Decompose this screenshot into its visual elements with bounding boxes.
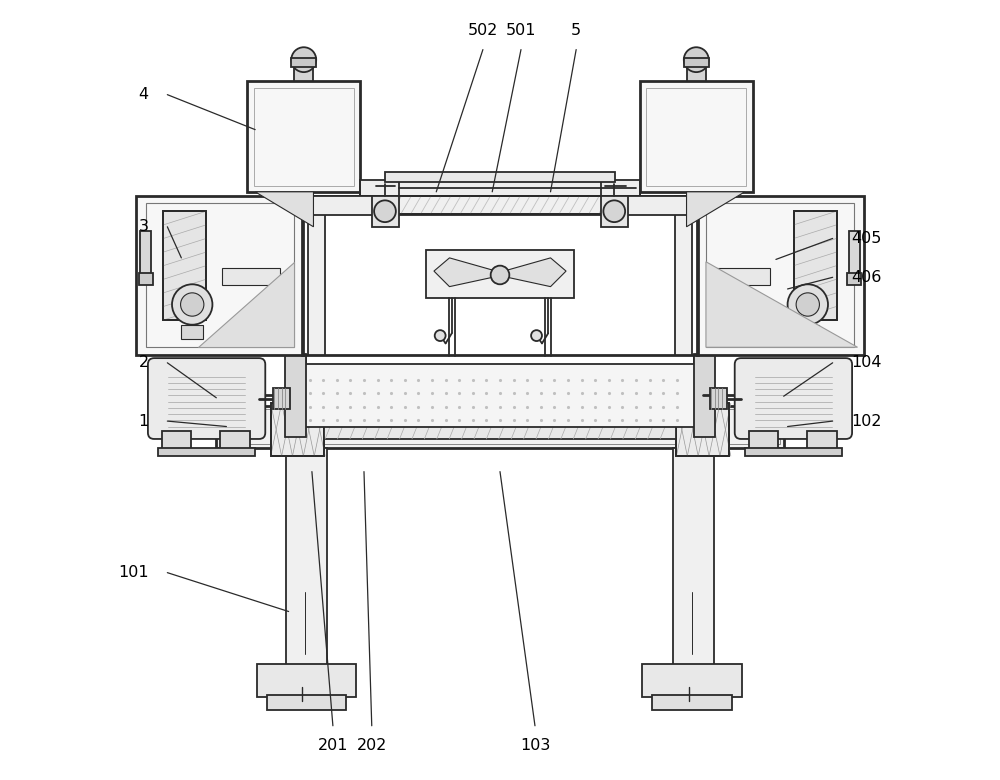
Bar: [745, 381, 756, 410]
Bar: [749, 431, 778, 450]
Bar: [181, 325, 203, 339]
Bar: [286, 448, 327, 666]
Bar: [146, 204, 294, 347]
Circle shape: [172, 284, 212, 324]
Text: 4: 4: [139, 87, 149, 102]
Polygon shape: [434, 258, 496, 286]
Bar: [271, 403, 324, 456]
Bar: [675, 196, 692, 355]
Text: 3: 3: [139, 219, 149, 234]
Bar: [244, 381, 255, 410]
Bar: [162, 431, 191, 450]
Bar: [676, 403, 729, 456]
Circle shape: [374, 200, 396, 222]
Bar: [797, 325, 819, 339]
Bar: [673, 448, 714, 666]
Bar: [642, 665, 742, 697]
Bar: [139, 274, 153, 285]
Bar: [676, 403, 729, 456]
Bar: [247, 81, 360, 192]
Bar: [360, 180, 640, 196]
Bar: [294, 64, 313, 81]
Text: 2: 2: [139, 356, 149, 370]
Circle shape: [435, 330, 446, 341]
Bar: [652, 695, 732, 711]
Polygon shape: [255, 192, 313, 227]
Circle shape: [603, 200, 625, 222]
Bar: [220, 431, 250, 450]
Polygon shape: [504, 258, 566, 286]
Bar: [302, 363, 698, 427]
Text: 103: 103: [520, 739, 550, 753]
Bar: [136, 196, 303, 355]
Text: 405: 405: [851, 231, 882, 246]
Text: 104: 104: [851, 356, 882, 370]
Bar: [257, 665, 356, 697]
Bar: [140, 231, 151, 278]
Bar: [697, 196, 864, 355]
Bar: [426, 250, 574, 298]
Bar: [391, 197, 609, 214]
Text: 5: 5: [571, 23, 581, 38]
Bar: [222, 268, 280, 285]
FancyBboxPatch shape: [148, 358, 265, 439]
Bar: [807, 431, 837, 450]
Bar: [267, 695, 346, 711]
Bar: [712, 268, 770, 285]
Text: 1: 1: [138, 413, 149, 428]
Bar: [291, 58, 316, 67]
Bar: [684, 58, 709, 67]
Circle shape: [684, 48, 709, 72]
Circle shape: [181, 292, 204, 316]
Bar: [706, 204, 854, 347]
Circle shape: [796, 292, 819, 316]
FancyBboxPatch shape: [735, 358, 852, 439]
Text: 502: 502: [468, 23, 498, 38]
Bar: [694, 354, 715, 437]
Bar: [273, 388, 290, 410]
Bar: [745, 448, 842, 456]
Polygon shape: [706, 262, 858, 347]
Bar: [391, 197, 609, 214]
Polygon shape: [687, 192, 745, 227]
Bar: [254, 87, 354, 186]
Bar: [163, 211, 206, 320]
Bar: [308, 196, 325, 355]
Bar: [646, 87, 746, 186]
Bar: [302, 196, 698, 215]
Bar: [849, 231, 860, 278]
Bar: [285, 354, 306, 437]
Text: 101: 101: [118, 566, 149, 580]
Circle shape: [788, 284, 828, 324]
Bar: [640, 81, 753, 192]
Bar: [601, 196, 628, 227]
Circle shape: [291, 48, 316, 72]
Polygon shape: [198, 262, 294, 347]
Bar: [302, 196, 698, 355]
Bar: [794, 211, 837, 320]
Bar: [324, 420, 676, 439]
Text: 406: 406: [851, 270, 882, 285]
Bar: [163, 211, 206, 320]
Bar: [385, 172, 615, 183]
Circle shape: [531, 330, 542, 341]
Bar: [158, 448, 255, 456]
Text: 201: 201: [318, 739, 348, 753]
Bar: [271, 403, 324, 456]
Bar: [220, 410, 780, 445]
Text: 202: 202: [357, 739, 387, 753]
Bar: [216, 406, 784, 448]
Circle shape: [491, 266, 509, 284]
Bar: [847, 274, 861, 285]
Bar: [687, 64, 706, 81]
Bar: [372, 196, 399, 227]
Text: 501: 501: [506, 23, 536, 38]
Text: 102: 102: [851, 413, 882, 428]
Bar: [794, 211, 837, 320]
Bar: [710, 388, 727, 410]
